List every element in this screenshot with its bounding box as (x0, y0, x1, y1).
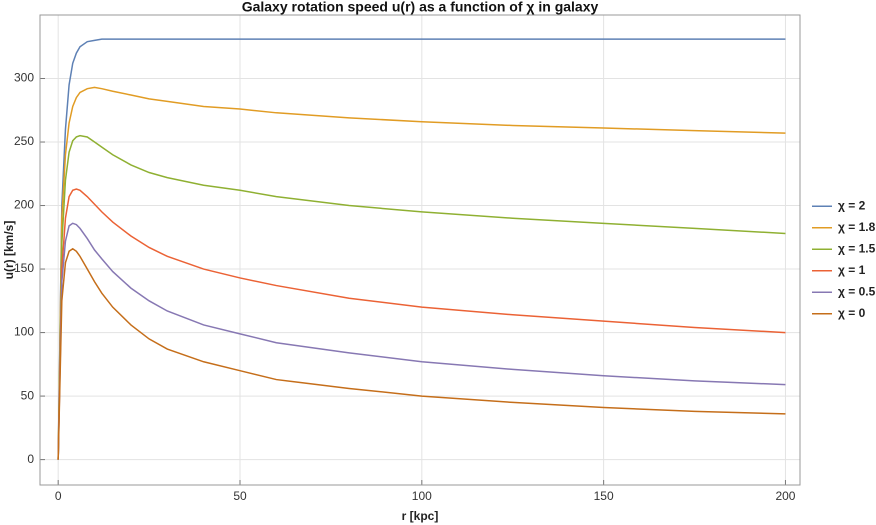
y-tick-label: 50 (21, 388, 35, 402)
chart-title: Galaxy rotation speed u(r) as a function… (242, 0, 599, 15)
x-tick-label: 200 (775, 489, 795, 503)
y-tick-label: 250 (14, 134, 34, 148)
y-tick-label: 0 (27, 452, 34, 466)
series-line (57, 134, 786, 460)
series-line (57, 247, 786, 460)
series-line (57, 38, 786, 460)
legend-label: χ = 0.5 (838, 284, 876, 298)
x-tick-label: 100 (412, 489, 432, 503)
series-line (57, 86, 786, 460)
y-axis-label: u(r) [km/s] (2, 221, 16, 280)
y-tick-label: 200 (14, 198, 34, 212)
plot-frame (39, 14, 801, 486)
x-tick-label: 50 (233, 489, 247, 503)
legend-label: χ = 0 (838, 306, 866, 320)
x-tick-label: 0 (55, 489, 62, 503)
x-axis-label: r [kpc] (402, 509, 439, 523)
y-tick-label: 300 (14, 71, 34, 85)
y-tick-label: 100 (14, 325, 34, 339)
y-tick-label: 150 (14, 261, 34, 275)
series-line (57, 188, 786, 460)
legend-label: χ = 2 (838, 198, 866, 212)
x-tick-label: 150 (594, 489, 614, 503)
legend-label: χ = 1.5 (838, 241, 876, 255)
legend-label: χ = 1.8 (838, 220, 876, 234)
legend-label: χ = 1 (838, 263, 866, 277)
series-line (57, 222, 786, 460)
